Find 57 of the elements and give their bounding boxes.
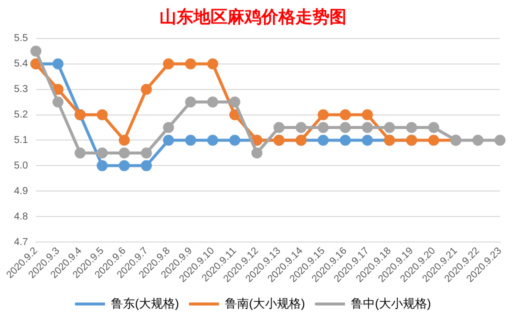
point [251, 147, 262, 158]
point [428, 122, 440, 133]
point [494, 134, 506, 146]
y-tick-label: 5.5 [14, 33, 28, 44]
point [362, 109, 373, 120]
y-tick-label: 4.7 [14, 236, 28, 248]
point [340, 122, 351, 133]
point [362, 122, 373, 133]
y-tick-label: 5.4 [14, 58, 28, 70]
point [274, 122, 284, 133]
point [140, 84, 152, 95]
chart-title: 山东地区麻鸡价格走势图 [160, 8, 346, 27]
point [140, 160, 152, 172]
legend-label: 鲁南(大小规格) [225, 296, 306, 310]
y-tick-label: 4.8 [14, 211, 28, 222]
point [406, 122, 418, 133]
point [340, 134, 351, 146]
y-tick-label: 5.2 [14, 110, 28, 121]
point [96, 147, 108, 158]
legend-label: 鲁中(大小规格) [350, 296, 431, 310]
point [428, 134, 440, 146]
point [207, 134, 218, 146]
point [296, 122, 307, 133]
point [96, 109, 108, 120]
point [229, 96, 240, 108]
point [118, 160, 130, 172]
point [52, 58, 64, 70]
point [30, 46, 42, 57]
point [163, 122, 174, 133]
y-tick-label: 5.0 [14, 160, 28, 172]
point [163, 58, 174, 70]
y-tick-label: 5.3 [14, 84, 28, 96]
point [229, 134, 240, 146]
point [318, 109, 329, 120]
y-tick-label: 5.1 [14, 134, 28, 146]
point [384, 122, 395, 133]
point [362, 134, 373, 146]
point [74, 147, 86, 158]
point [118, 147, 130, 158]
point [52, 96, 64, 108]
point [185, 58, 196, 70]
point [185, 96, 196, 108]
point [207, 96, 218, 108]
point [207, 58, 218, 70]
point [318, 134, 329, 146]
point [185, 134, 196, 146]
point [52, 84, 64, 95]
point [96, 160, 108, 172]
y-tick-label: 4.9 [14, 186, 28, 197]
legend-label: 鲁东(大规格) [111, 296, 180, 310]
point [140, 147, 152, 158]
point [118, 134, 130, 146]
point [472, 134, 484, 146]
point [163, 134, 174, 146]
point [229, 109, 240, 120]
point [318, 122, 329, 133]
point [340, 109, 351, 120]
